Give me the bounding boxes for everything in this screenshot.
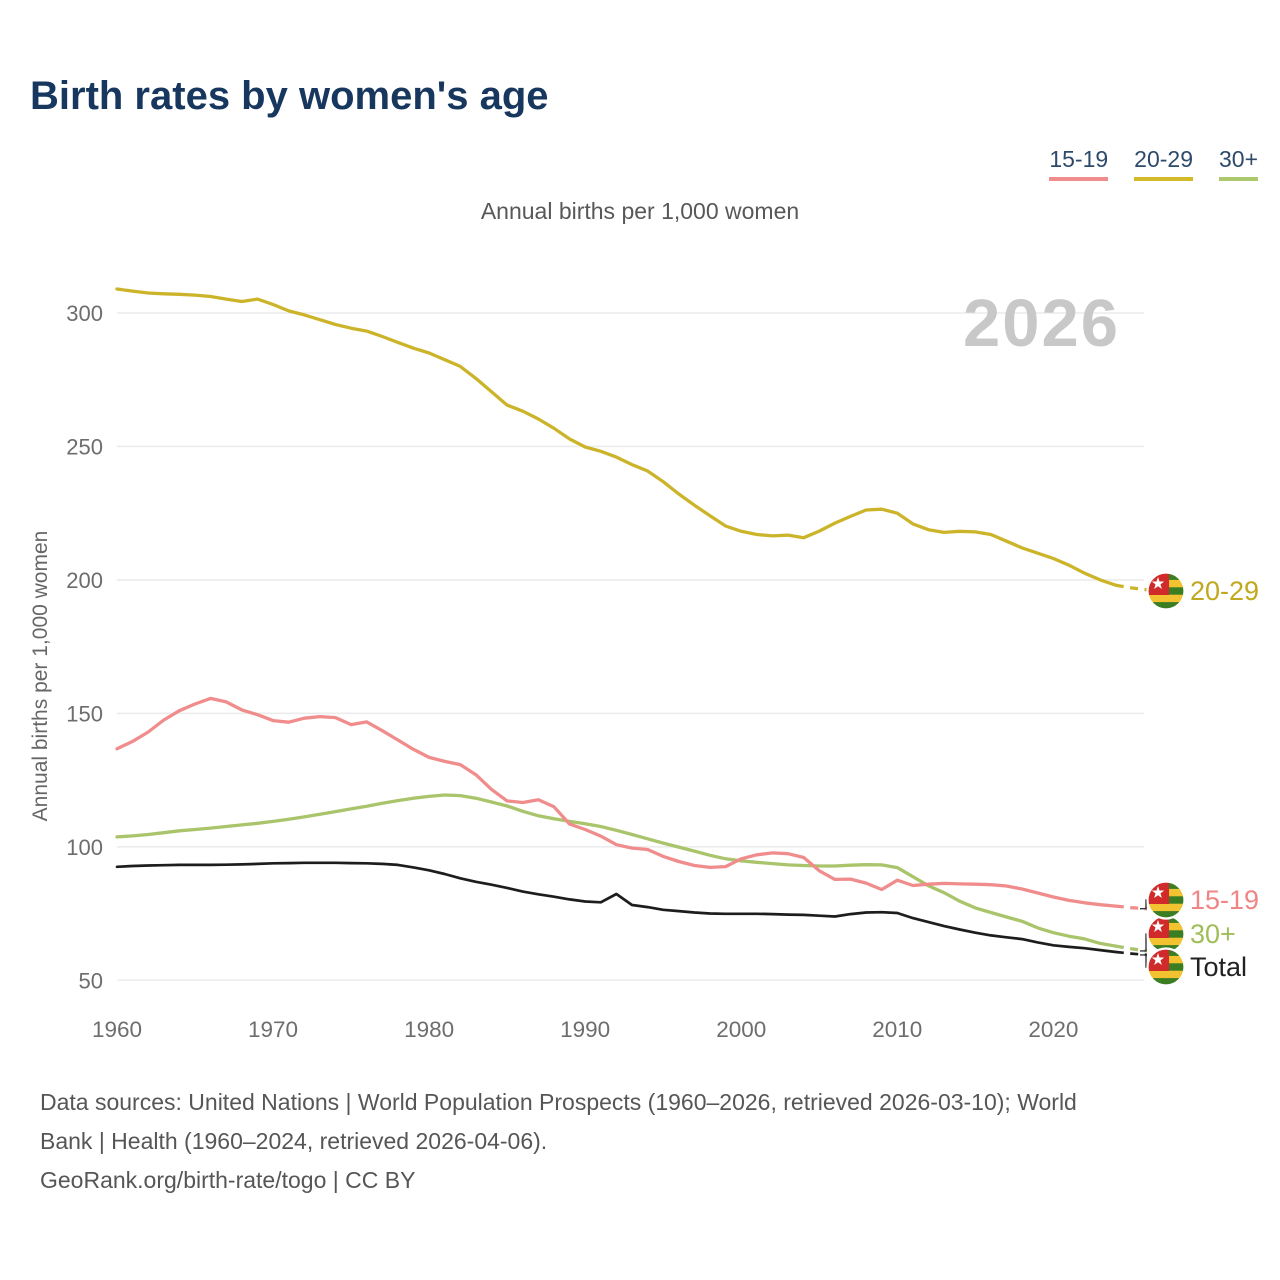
y-axis-title: Annual births per 1,000 women xyxy=(29,531,52,822)
togo-flag-icon-Total xyxy=(1146,947,1186,987)
attribution-line: GeoRank.org/birth-rate/togo | CC BY xyxy=(40,1167,416,1193)
x-tick-2020: 2020 xyxy=(1028,1017,1078,1042)
chart-legend: 15-19 20-29 30+ xyxy=(1049,146,1258,182)
x-tick-1980: 1980 xyxy=(404,1017,454,1042)
chart-subtitle: Annual births per 1,000 women xyxy=(480,198,800,224)
footer-caption: Data sources: United Nations | World Pop… xyxy=(40,1083,1230,1200)
series-line-Total[interactable] xyxy=(115,861,1118,954)
x-tick-1970: 1970 xyxy=(248,1017,298,1042)
x-tick-2000: 2000 xyxy=(716,1017,766,1042)
x-axis-tick-labels: 1960 1970 1980 1990 2000 2010 2020 xyxy=(92,1017,1078,1042)
data-sources-line1: Data sources: United Nations | World Pop… xyxy=(40,1089,1077,1115)
togo-flag-icon-30+ xyxy=(1146,914,1186,954)
y-axis-tick-labels: 50 100 150 200 250 300 xyxy=(66,301,103,993)
y-tick-300: 300 xyxy=(66,301,103,326)
data-sources-line2: Bank | Health (1960–2024, retrieved 2026… xyxy=(40,1128,548,1154)
series-projection-15-19[interactable] xyxy=(1115,904,1148,911)
legend-item-20-29[interactable]: 20-29 xyxy=(1134,146,1193,182)
series-line-30+[interactable] xyxy=(115,793,1118,948)
legend-item-30plus[interactable]: 30+ xyxy=(1218,146,1258,182)
series-projection-Total[interactable] xyxy=(1115,950,1148,957)
series-line-20-29[interactable] xyxy=(115,287,1118,587)
connector-30+ xyxy=(1140,933,1148,952)
x-tick-1960: 1960 xyxy=(92,1017,142,1042)
connector-15-19 xyxy=(1140,899,1148,910)
y-tick-100: 100 xyxy=(66,835,103,860)
page-title: Birth rates by women's age xyxy=(30,74,549,118)
year-watermark: 2026 xyxy=(963,286,1120,361)
y-tick-50: 50 xyxy=(79,968,103,993)
togo-flag-icon-15-19 xyxy=(1146,880,1186,920)
series-projection-30+[interactable] xyxy=(1115,944,1148,953)
y-tick-250: 250 xyxy=(66,434,103,459)
series-end-label-Total: Total xyxy=(1190,952,1247,982)
gridlines xyxy=(117,312,1144,982)
series-end-label-30+: 30+ xyxy=(1190,919,1236,949)
connector-Total xyxy=(1140,954,1148,968)
series-end-label-15-19: 15-19 xyxy=(1190,885,1259,915)
series-projection-20-29[interactable] xyxy=(1115,583,1148,592)
x-tick-1990: 1990 xyxy=(560,1017,610,1042)
y-tick-200: 200 xyxy=(66,568,103,593)
y-tick-150: 150 xyxy=(66,701,103,726)
x-tick-2010: 2010 xyxy=(872,1017,922,1042)
togo-flag-icon-20-29 xyxy=(1146,571,1186,611)
series-line-15-19[interactable] xyxy=(115,696,1118,908)
series-end-label-20-29: 20-29 xyxy=(1190,576,1259,606)
legend-item-15-19[interactable]: 15-19 xyxy=(1049,146,1109,182)
